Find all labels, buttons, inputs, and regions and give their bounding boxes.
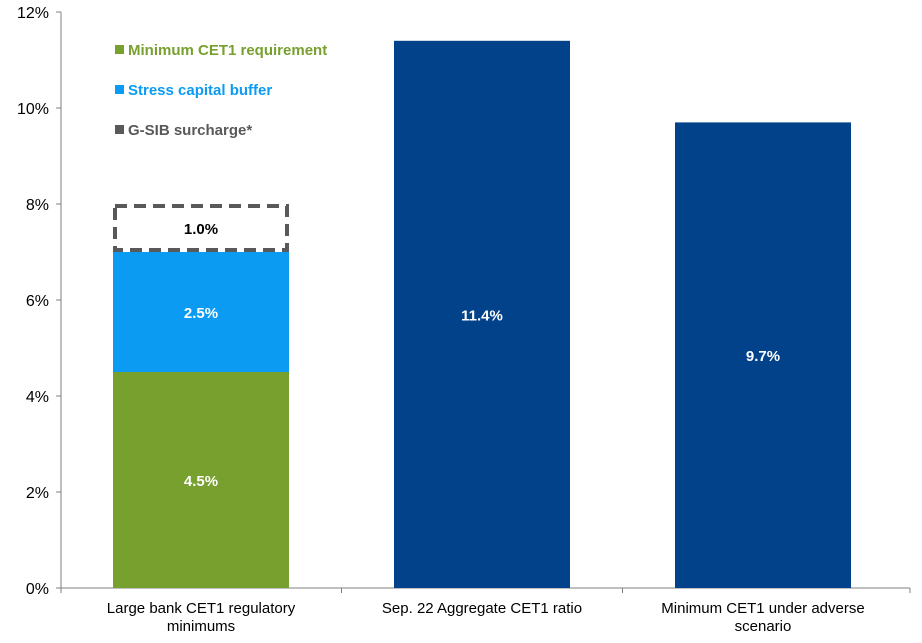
bar-data-label: 2.5% [184,305,218,322]
bar-segment [675,122,851,589]
legend-swatch [115,85,124,94]
y-tick-label: 10% [17,101,49,118]
legend-swatch [115,125,124,134]
bar-segment [394,40,570,589]
legend-entry-label: G-SIB surcharge* [128,122,252,139]
chart-data-labels: 4.5% 2.5% 1.0% 11.4% 9.7% [184,221,780,490]
legend-entry-label: Stress capital buffer [128,82,272,99]
x-category-label: minimums [167,618,235,635]
bar-segment-dashed [113,204,289,252]
x-category-label: scenario [735,618,792,635]
y-tick-label: 12% [17,5,49,22]
bar-segment [113,252,289,372]
y-tick-label: 0% [26,581,49,598]
y-tick-label: 8% [26,197,49,214]
x-category-label: Minimum CET1 under adverse [661,600,864,617]
bar-data-label: 1.0% [184,221,218,238]
y-tick-label: 2% [26,485,49,502]
y-tick-label: 4% [26,389,49,406]
chart-axes: 0% 2% 4% 6% 8% 10% 12% Large bank CET1 regulato… [17,5,911,635]
chart-bars [113,40,851,589]
bar-data-label: 4.5% [184,473,218,490]
x-category-label: Sep. 22 Aggregate CET1 ratio [382,600,582,617]
legend-swatch [115,45,124,54]
x-category-label: Large bank CET1 regulatory [107,600,296,617]
bar-data-label: 11.4% [461,307,503,324]
legend-entry-label: Minimum CET1 requirement [128,42,327,59]
bar-segment [113,372,289,588]
y-tick-label: 6% [26,293,49,310]
chart-legend: Minimum CET1 requirement Stress capital b… [115,42,327,139]
bar-data-label: 9.7% [746,348,780,365]
